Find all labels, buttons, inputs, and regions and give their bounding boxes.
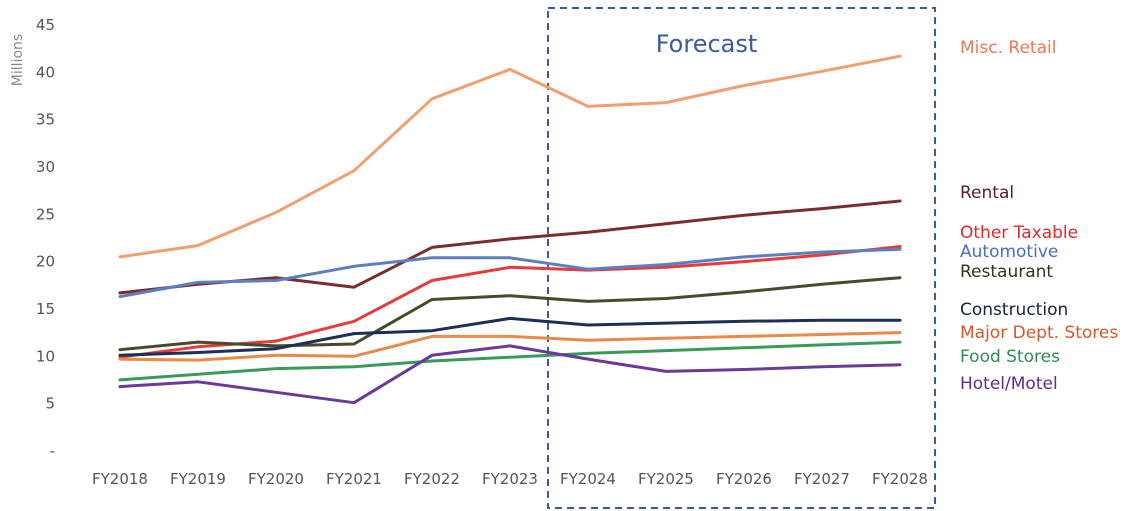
series-line-hotel-motel: [118, 344, 902, 405]
y-tick-label: 15: [36, 300, 55, 318]
series-line-construction: [118, 316, 902, 357]
legend: Misc. Retail Rental Other TaxableAutomotiv…: [960, 38, 1118, 394]
x-tick-label: FY2019: [170, 470, 226, 488]
series-line-rental: [118, 199, 902, 295]
forecast-box: [547, 7, 936, 509]
x-tick-label: FY2027: [794, 470, 850, 488]
series-line-major-dept-stores: [118, 331, 902, 362]
series-line-other-taxable: [118, 245, 902, 359]
y-tick-label: 10: [36, 347, 55, 365]
x-axis-ticks: FY2018 FY2019 FY2020 FY2021 FY2022 FY2023 FY20…: [92, 470, 928, 488]
y-tick-label: 30: [36, 158, 55, 176]
x-tick-label: FY2023: [482, 470, 538, 488]
legend-item-automotive: Automotive: [960, 242, 1058, 262]
series-line-food-stores: [118, 340, 902, 382]
series-line-misc-retail: [118, 54, 902, 259]
y-axis-label: Millions: [10, 34, 26, 86]
series-line-automotive: [118, 247, 902, 299]
y-tick-label: 40: [36, 63, 55, 81]
y-tick-label: -: [50, 442, 55, 460]
y-axis-ticks: - 5 10 15 20 25 30 35 40 45: [36, 16, 55, 460]
x-tick-label: FY2024: [560, 470, 616, 488]
forecast-region: Forecast: [547, 7, 936, 509]
x-tick-label: FY2025: [638, 470, 694, 488]
x-tick-label: FY2018: [92, 470, 148, 488]
x-tick-label: FY2028: [872, 470, 928, 488]
legend-item-hotel-motel: Hotel/Motel: [960, 374, 1058, 394]
y-tick-label: 20: [36, 253, 55, 271]
x-tick-label: FY2020: [248, 470, 304, 488]
x-tick-label: FY2021: [326, 470, 382, 488]
y-tick-label: 25: [36, 205, 55, 223]
legend-item-construction: Construction: [960, 300, 1068, 320]
x-tick-label: FY2022: [404, 470, 460, 488]
forecast-label: Forecast: [656, 30, 758, 58]
y-tick-label: 5: [45, 395, 55, 413]
y-tick-label: 35: [36, 111, 55, 129]
legend-item-misc-retail: Misc. Retail: [960, 38, 1056, 58]
legend-item-restaurant: Restaurant: [960, 262, 1053, 282]
legend-item-rental: Rental: [960, 183, 1014, 203]
x-tick-label: FY2026: [716, 470, 772, 488]
y-tick-label: 45: [36, 16, 55, 34]
series-line-restaurant: [118, 276, 902, 352]
series-lines: [118, 54, 902, 405]
legend-item-major-dept-stores: Major Dept. Stores: [960, 323, 1118, 343]
legend-item-other-taxable: Other Taxable: [960, 223, 1078, 243]
legend-item-food-stores: Food Stores: [960, 347, 1060, 367]
